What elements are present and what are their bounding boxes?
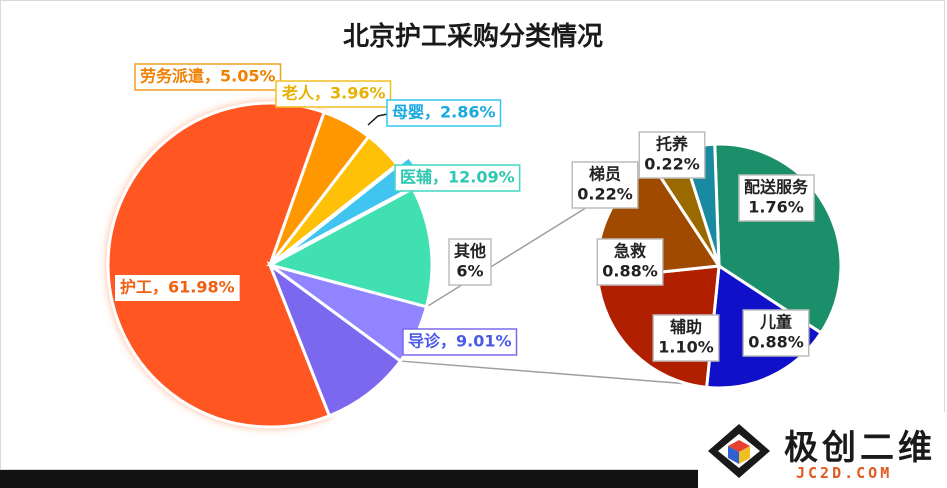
- main-label-6-box: [402, 328, 518, 356]
- main-slice-4: [265, 186, 434, 309]
- main-label-0: 护工，61.98%: [115, 275, 240, 301]
- connector-line-bottom: [400, 360, 690, 385]
- secondary-label-2-text: 辅助: [670, 318, 702, 337]
- main-label-2-box: [275, 80, 392, 108]
- main-pie-labels: 护工，61.98% 劳务派遣，5.05% 老人，3.96% 母婴，2.86% 医辅，12…: [115, 63, 521, 356]
- secondary-label-0-box: [738, 174, 815, 222]
- main-label-0-text: 护工，61.98%: [120, 278, 235, 297]
- main-slice-0: [106, 101, 332, 429]
- main-slice-6: [266, 260, 403, 418]
- main-label-1-text: 劳务派遣，5.05%: [140, 67, 276, 86]
- main-label-4-box: [394, 164, 521, 192]
- chart-title: 北京护工采购分类情况: [343, 21, 603, 52]
- secondary-label-0-text: 配送服务: [744, 178, 809, 197]
- secondary-label-1-box: [742, 309, 810, 357]
- secondary-label-0-text: 1.76%: [748, 198, 804, 217]
- main-pie: [106, 101, 434, 429]
- secondary-label-4-text: 梯员: [589, 165, 621, 184]
- secondary-label-5-text: 托养: [656, 135, 689, 154]
- watermark-url: JC2D.COM: [796, 464, 893, 482]
- main-label-2-text: 老人，3.96%: [281, 84, 386, 103]
- secondary-label-2-box: [652, 314, 720, 362]
- secondary-label-1-text: 0.88%: [748, 333, 804, 352]
- secondary-label-3-text: 0.88%: [602, 262, 658, 281]
- secondary-label-5-text: 0.22%: [644, 155, 700, 174]
- main-label-3-box: [386, 99, 502, 127]
- main-label-4: 医辅，12.09%: [394, 164, 521, 192]
- secondary-label-2-text: 1.10%: [658, 338, 714, 357]
- main-label-3: 母婴，2.86%: [386, 99, 502, 127]
- main-label-4-text: 医辅，12.09%: [400, 168, 515, 187]
- watermark: 极创二维 JC2D.COM: [698, 412, 947, 488]
- secondary-label-1: 儿童0.88%: [742, 309, 810, 357]
- chart-frame: [0, 0, 945, 470]
- main-label-6: 导诊，9.01%: [402, 328, 518, 356]
- secondary-label-3-text: 急救: [614, 242, 646, 261]
- cube-logo-icon: [708, 424, 770, 478]
- secondary-pie-labels: 配送服务1.76%儿童0.88%辅助1.10%急救0.88%梯员0.22%托养0…: [571, 131, 815, 362]
- main-label-5-box: [448, 238, 492, 286]
- main-label-5-text: 6%: [456, 262, 483, 281]
- main-label-5: 其他6%: [448, 238, 492, 286]
- main-label-0-box: [115, 275, 240, 301]
- main-label-3-text: 母婴，2.86%: [392, 103, 496, 122]
- secondary-label-4-text: 0.22%: [577, 185, 633, 204]
- watermark-name: 极创二维: [784, 428, 936, 468]
- secondary-label-4: 梯员0.22%: [571, 161, 639, 209]
- main-label-2: 老人，3.96%: [275, 80, 392, 108]
- secondary-label-4-box: [571, 161, 639, 209]
- main-label-1: 劳务派遣，5.05%: [134, 63, 282, 91]
- secondary-label-3-box: [596, 238, 664, 286]
- secondary-label-1-text: 儿童: [759, 313, 792, 332]
- main-label-5-text: 其他: [454, 242, 486, 261]
- secondary-label-2: 辅助1.10%: [652, 314, 720, 362]
- secondary-label-3: 急救0.88%: [596, 238, 664, 286]
- secondary-label-5: 托养0.22%: [638, 131, 706, 179]
- bottom-bar: [0, 470, 700, 488]
- main-label-1-box: [134, 63, 282, 91]
- main-label-6-text: 导诊，9.01%: [408, 332, 512, 351]
- secondary-label-5-box: [638, 131, 706, 179]
